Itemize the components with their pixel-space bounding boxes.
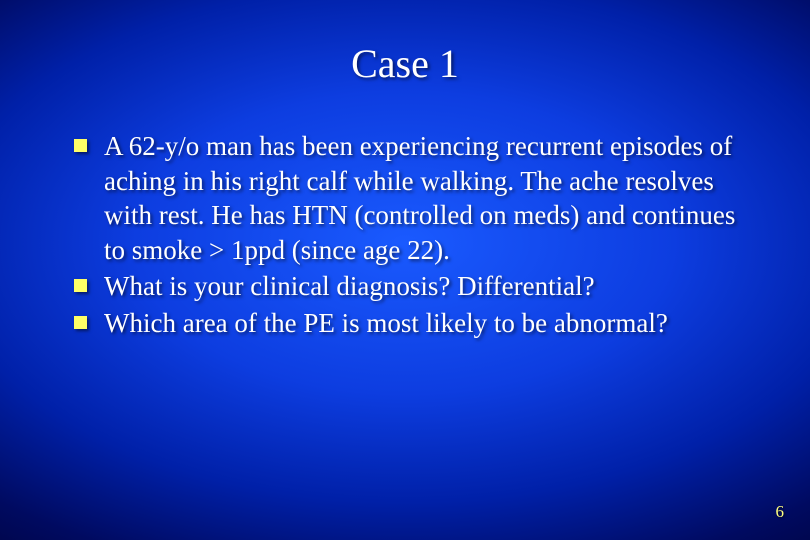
slide: Case 1 A 62-y/o man has been experiencin…: [0, 0, 810, 540]
bullet-list: A 62-y/o man has been experiencing recur…: [58, 129, 752, 340]
slide-title: Case 1: [58, 40, 752, 87]
list-item: What is your clinical diagnosis? Differe…: [74, 269, 752, 304]
bullet-icon: [74, 139, 87, 152]
bullet-text: A 62-y/o man has been experiencing recur…: [104, 131, 735, 265]
bullet-text: Which area of the PE is most likely to b…: [104, 308, 668, 338]
bullet-icon: [74, 316, 87, 329]
bullet-text: What is your clinical diagnosis? Differe…: [104, 271, 595, 301]
bullet-icon: [74, 279, 87, 292]
list-item: Which area of the PE is most likely to b…: [74, 306, 752, 341]
page-number: 6: [776, 502, 785, 522]
list-item: A 62-y/o man has been experiencing recur…: [74, 129, 752, 267]
